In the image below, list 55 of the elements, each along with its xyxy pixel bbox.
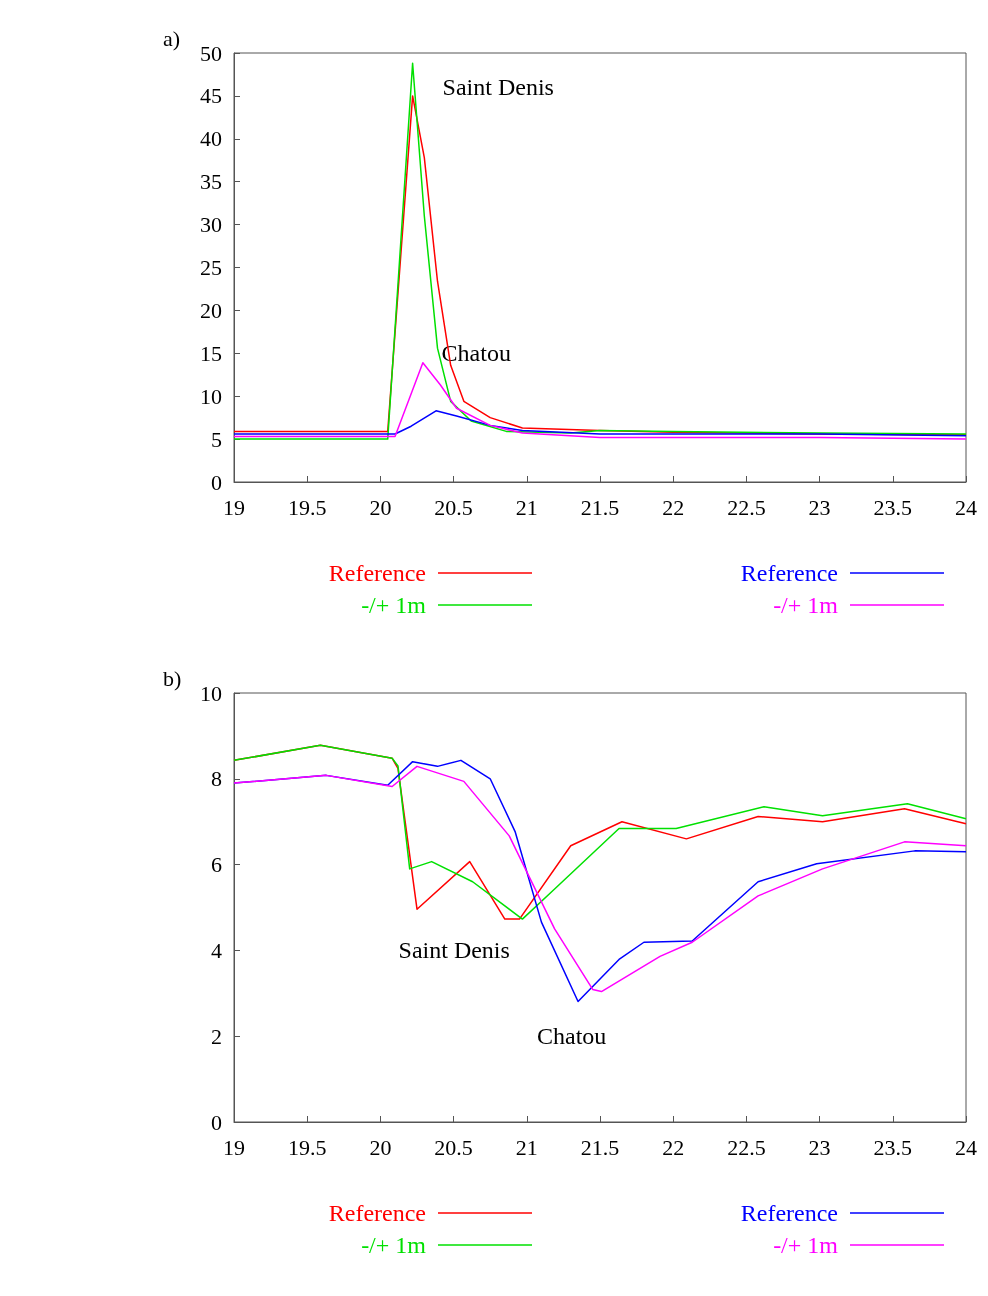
legend-label: Reference bbox=[328, 560, 426, 586]
annotation: Saint Denis bbox=[398, 937, 510, 964]
x-tick-label: 22 bbox=[662, 494, 685, 520]
y-tick-label: 45 bbox=[200, 83, 222, 109]
x-tick-label: 21 bbox=[515, 1134, 538, 1160]
line-series bbox=[233, 361, 967, 440]
y-tick-label: 25 bbox=[200, 255, 222, 280]
legend-label: -/+ 1m bbox=[361, 1232, 427, 1258]
x-tick-label: 21 bbox=[515, 494, 538, 520]
x-tick-label: 23.5 bbox=[873, 1134, 913, 1160]
y-tick-label: 6 bbox=[211, 852, 222, 878]
x-tick-label: 19.5 bbox=[287, 494, 327, 520]
annotation: Saint Denis bbox=[442, 74, 554, 101]
x-tick-label: 20.5 bbox=[434, 1134, 473, 1160]
x-tick-label: 20 bbox=[369, 1134, 392, 1160]
legend-label: Reference bbox=[740, 560, 838, 586]
y-tick-label: 20 bbox=[200, 297, 222, 323]
x-tick-label: 24 bbox=[955, 1134, 977, 1160]
legend-label: -/+ 1m bbox=[361, 592, 427, 618]
line-series bbox=[233, 410, 967, 437]
x-tick-label: 23.5 bbox=[873, 494, 913, 520]
y-tick-label: 2 bbox=[211, 1023, 222, 1049]
legend-label: Reference bbox=[328, 1200, 426, 1226]
x-tick-label: 19 bbox=[223, 494, 245, 520]
legend-label: -/+ 1m bbox=[773, 592, 839, 618]
x-tick-label: 20 bbox=[369, 494, 392, 520]
legend-label: -/+ 1m bbox=[773, 1232, 839, 1258]
chart-title: b) bbox=[163, 665, 182, 691]
x-tick-label: 19 bbox=[223, 1134, 245, 1160]
x-tick-label: 23 bbox=[808, 1134, 831, 1160]
y-tick-label: 15 bbox=[200, 340, 222, 366]
legend-label: Reference bbox=[740, 1200, 838, 1226]
y-tick-label: 35 bbox=[200, 169, 222, 195]
annotation: Chatou bbox=[536, 1023, 607, 1050]
x-tick-label: 20.5 bbox=[434, 494, 473, 520]
x-tick-label: 22.5 bbox=[727, 494, 766, 520]
x-tick-label: 24 bbox=[955, 494, 977, 520]
y-tick-label: 40 bbox=[200, 126, 222, 152]
x-tick-label: 23 bbox=[808, 494, 831, 520]
x-tick-label: 19.5 bbox=[287, 1134, 327, 1160]
line-series bbox=[233, 744, 967, 920]
y-tick-label: 50 bbox=[200, 40, 222, 66]
y-tick-label: 30 bbox=[200, 212, 222, 238]
x-tick-label: 22 bbox=[662, 1134, 685, 1160]
y-tick-label: 10 bbox=[200, 680, 222, 706]
y-tick-label: 5 bbox=[211, 426, 222, 452]
chart-title: a) bbox=[163, 25, 181, 51]
y-tick-label: 0 bbox=[211, 469, 222, 495]
x-tick-label: 21.5 bbox=[580, 494, 620, 520]
x-tick-label: 22.5 bbox=[727, 1134, 766, 1160]
y-tick-label: 8 bbox=[211, 766, 222, 792]
y-tick-label: 0 bbox=[211, 1109, 222, 1135]
y-tick-label: 4 bbox=[211, 937, 222, 963]
x-tick-label: 21.5 bbox=[580, 1134, 620, 1160]
y-tick-label: 10 bbox=[200, 383, 222, 409]
